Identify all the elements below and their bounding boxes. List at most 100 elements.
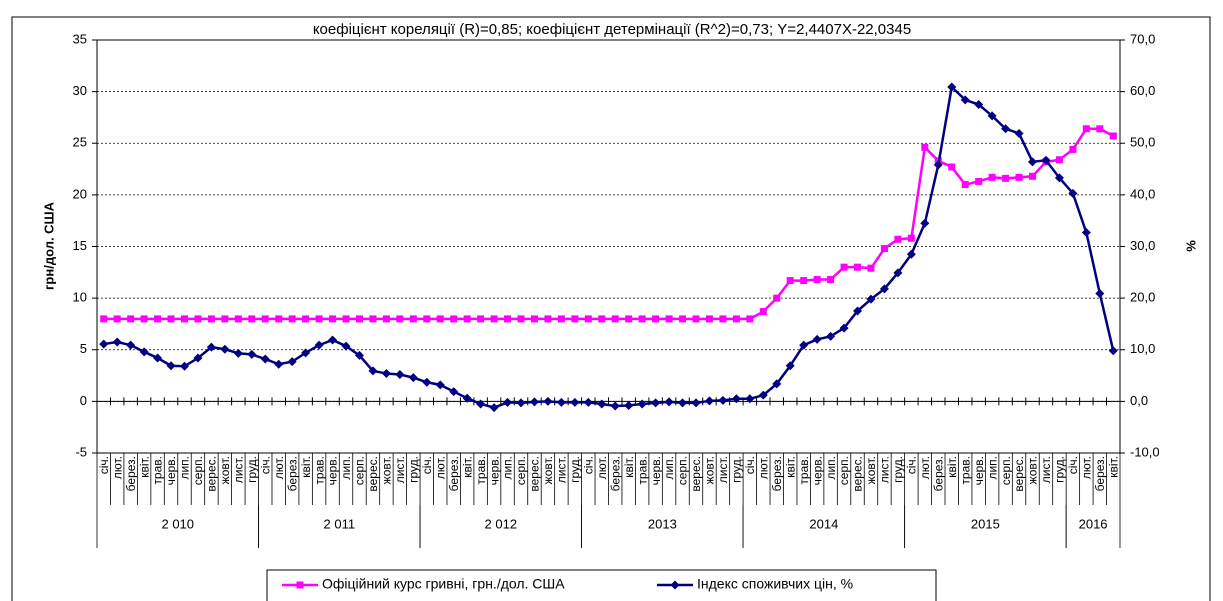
group-label: 2 010 (161, 516, 194, 531)
marker (583, 397, 593, 407)
y2-tick-label: 60,0 (1130, 83, 1155, 98)
marker (692, 315, 700, 323)
marker (314, 340, 324, 350)
marker (799, 340, 809, 350)
x-tick-label: лип. (339, 456, 353, 480)
marker (503, 397, 513, 407)
marker (773, 294, 781, 302)
marker (1015, 173, 1023, 181)
y-tick-label: 20 (73, 186, 87, 201)
x-tick-label: трав. (312, 456, 326, 485)
marker (961, 181, 969, 189)
x-tick-label: берез. (1093, 456, 1107, 491)
legend-label: Індекс споживчих цін, % (697, 576, 853, 592)
x-tick-label: січ. (581, 456, 595, 474)
marker (126, 340, 136, 350)
marker (1081, 228, 1091, 238)
marker (275, 315, 283, 323)
x-tick-label: трав. (797, 456, 811, 485)
marker (704, 396, 714, 406)
x-tick-label: серп. (514, 456, 528, 485)
marker (813, 276, 821, 284)
marker (233, 348, 243, 358)
marker (369, 315, 377, 323)
x-tick-label: квіт. (945, 456, 959, 478)
x-tick-label: лист. (716, 456, 730, 483)
marker (785, 361, 795, 371)
x-tick-label: лист. (878, 456, 892, 483)
marker (167, 315, 175, 323)
marker (800, 277, 808, 285)
marker (1028, 157, 1038, 167)
y2-axis-label: % (1183, 240, 1198, 252)
marker (827, 276, 835, 284)
marker (988, 173, 996, 181)
marker (530, 315, 538, 323)
marker (570, 397, 580, 407)
marker (826, 331, 836, 341)
x-tick-label: квіт. (137, 456, 151, 478)
marker (894, 235, 902, 243)
marker (288, 315, 296, 323)
x-tick-label: груд. (245, 456, 259, 483)
marker (179, 361, 189, 371)
marker (234, 315, 242, 323)
marker (382, 315, 390, 323)
x-tick-label: жовт. (1026, 456, 1040, 484)
y-axis-label: грн/дол. США (41, 201, 56, 290)
y2-tick-label: 30,0 (1130, 238, 1155, 253)
x-tick-label: січ. (258, 456, 272, 474)
marker (302, 315, 310, 323)
marker (1055, 156, 1063, 164)
marker (395, 370, 405, 380)
marker (866, 294, 876, 304)
group-label: 2015 (971, 516, 1000, 531)
marker (435, 380, 445, 390)
y-tick-label: 10 (73, 290, 87, 305)
y2-tick-label: 10,0 (1130, 341, 1155, 356)
chart-title: коефіцієнт кореляції (R)=0,85; коефіцієн… (313, 21, 911, 38)
group-label: 2 012 (485, 516, 518, 531)
x-tick-label: січ. (1066, 456, 1080, 474)
x-tick-label: берез. (931, 456, 945, 491)
marker (732, 315, 740, 323)
marker (678, 398, 688, 408)
x-tick-label: берез. (124, 456, 138, 491)
marker (529, 397, 539, 407)
marker (664, 397, 674, 407)
marker (1069, 145, 1077, 153)
marker (665, 315, 673, 323)
x-tick-label: жовт. (541, 456, 555, 484)
x-tick-label: лист. (393, 456, 407, 483)
x-tick-label: черв. (972, 456, 986, 485)
marker (759, 308, 767, 316)
x-tick-label: лют. (272, 456, 286, 479)
marker (517, 315, 525, 323)
series-line (103, 127, 1114, 321)
marker (758, 390, 768, 400)
x-tick-label: черв. (326, 456, 340, 485)
marker (140, 315, 148, 323)
x-tick-label: черв. (649, 456, 663, 485)
marker (718, 395, 728, 405)
x-tick-label: лип. (824, 456, 838, 480)
marker (315, 315, 323, 323)
x-tick-label: серп. (191, 456, 205, 485)
marker (1002, 174, 1010, 182)
marker (867, 264, 875, 272)
marker (920, 218, 930, 228)
marker (423, 315, 431, 323)
marker (906, 249, 916, 259)
marker (556, 397, 566, 407)
x-tick-label: верес. (366, 456, 380, 492)
x-tick-label: квіт. (622, 456, 636, 478)
x-tick-label: берез. (447, 456, 461, 491)
y-tick-label: 0 (80, 393, 87, 408)
y-tick-label: 15 (73, 238, 87, 253)
marker (296, 581, 304, 589)
marker (839, 323, 849, 333)
x-tick-label: лют. (433, 456, 447, 479)
marker (368, 366, 378, 376)
x-tick-label: лют. (756, 456, 770, 479)
marker (247, 349, 257, 359)
